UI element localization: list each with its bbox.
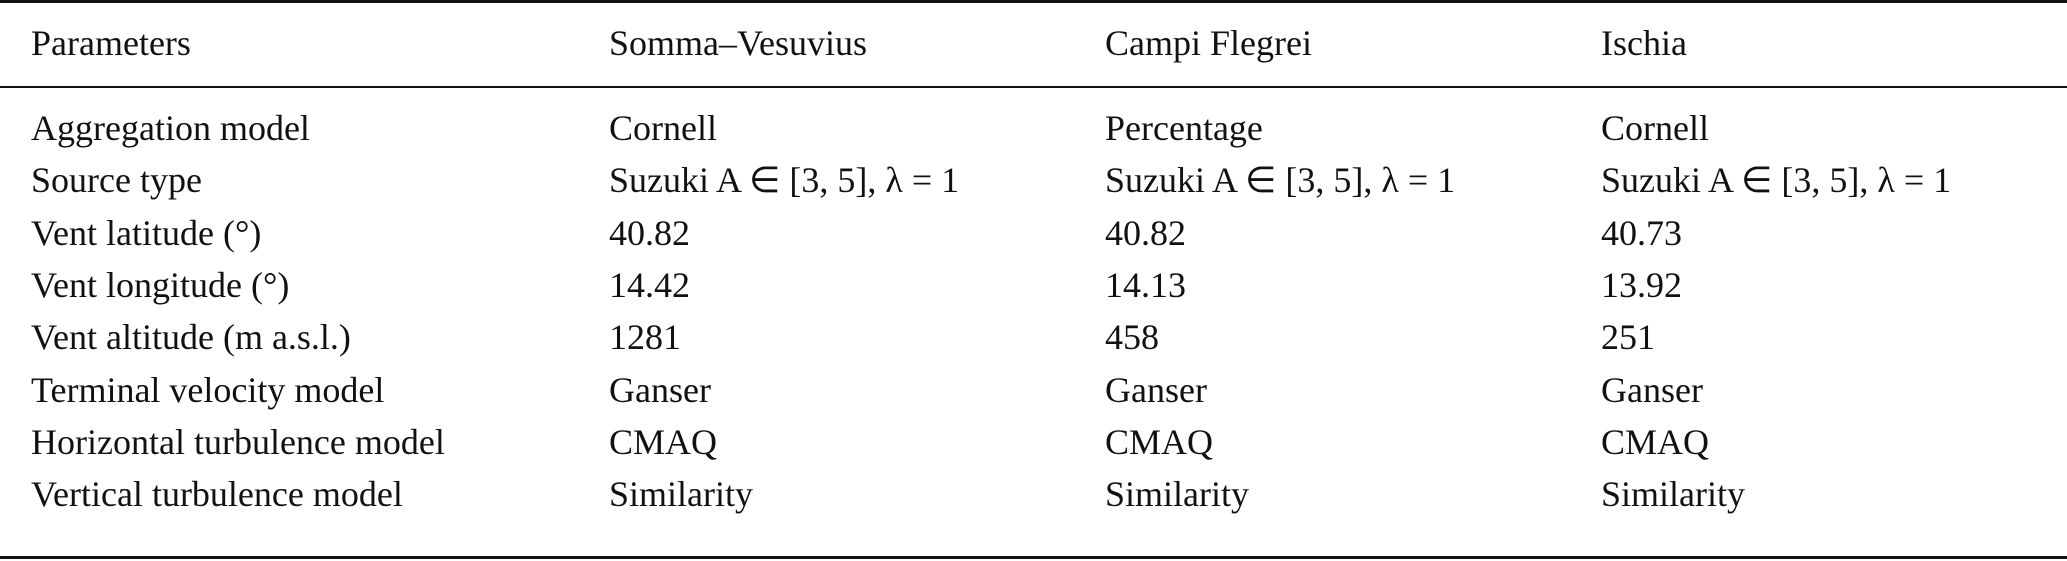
table-cell: Similarity xyxy=(1105,474,1249,515)
table-cell: 13.92 xyxy=(1601,264,1682,305)
table-cell: Ganser xyxy=(1601,369,1703,410)
table-row: Vent latitude (°) 40.82 40.82 40.73 xyxy=(0,207,2067,259)
top-rule xyxy=(0,0,2067,3)
bottom-rule xyxy=(0,556,2067,559)
table-cell: Ganser xyxy=(1105,369,1207,410)
table-row: Source type Suzuki A ∈ [3, 5], λ = 1 Suzuk… xyxy=(0,154,2067,206)
table-cell: 251 xyxy=(1601,317,1655,358)
table-cell: Percentage xyxy=(1105,108,1263,148)
table-row: Horizontal turbulence model CMAQ CMAQ CMAQ xyxy=(0,416,2067,468)
table-cell: 40.82 xyxy=(609,212,690,253)
table-row: Vent altitude (m a.s.l.) 1281 458 251 xyxy=(0,311,2067,363)
table-cell: Suzuki A ∈ [3, 5], λ = 1 xyxy=(1105,160,1456,201)
table-cell: CMAQ xyxy=(1105,421,1214,462)
table-cell: CMAQ xyxy=(609,421,718,462)
table-cell: Vertical turbulence model xyxy=(31,474,403,515)
table-cell: Cornell xyxy=(609,108,717,148)
table-row: Vent longitude (°) 14.42 14.13 13.92 xyxy=(0,259,2067,311)
table-cell: Source type xyxy=(31,160,202,201)
table-cell: 458 xyxy=(1105,317,1159,358)
table-header: Parameters Somma–Vesuvius Campi Flegrei … xyxy=(0,17,2067,69)
table-cell: 14.42 xyxy=(609,264,690,305)
header-cell: Somma–Vesuvius xyxy=(609,23,868,63)
table-cell: Ganser xyxy=(609,369,711,410)
table-cell: Aggregation model xyxy=(31,108,310,148)
header-rule xyxy=(0,86,2067,88)
header-cell: Campi Flegrei xyxy=(1105,23,1312,63)
table-cell: Horizontal turbulence model xyxy=(31,421,445,462)
table-cell: Vent latitude (°) xyxy=(31,212,262,253)
table-row: Terminal velocity model Ganser Ganser Ganse… xyxy=(0,364,2067,416)
table-cell: 1281 xyxy=(609,317,681,358)
table-cell: Similarity xyxy=(1601,474,1745,515)
header-cell: Parameters xyxy=(31,23,191,63)
table-cell: 40.82 xyxy=(1105,212,1186,253)
table-cell: 14.13 xyxy=(1105,264,1186,305)
table-cell: 40.73 xyxy=(1601,212,1682,253)
table-cell: Suzuki A ∈ [3, 5], λ = 1 xyxy=(1601,160,1952,201)
table-cell: Cornell xyxy=(1601,108,1709,148)
table-cell: Similarity xyxy=(609,474,753,515)
table-row: Aggregation model Cornell Percentage Cornel… xyxy=(0,102,2067,154)
table-cell: Vent altitude (m a.s.l.) xyxy=(31,317,351,358)
table-row: Vertical turbulence model Similarity Simil… xyxy=(0,468,2067,520)
table-cell: CMAQ xyxy=(1601,421,1710,462)
table-cell: Vent longitude (°) xyxy=(31,264,290,305)
table-cell: Terminal velocity model xyxy=(31,369,385,410)
table-cell: Suzuki A ∈ [3, 5], λ = 1 xyxy=(609,160,960,201)
header-cell: Ischia xyxy=(1601,23,1687,63)
